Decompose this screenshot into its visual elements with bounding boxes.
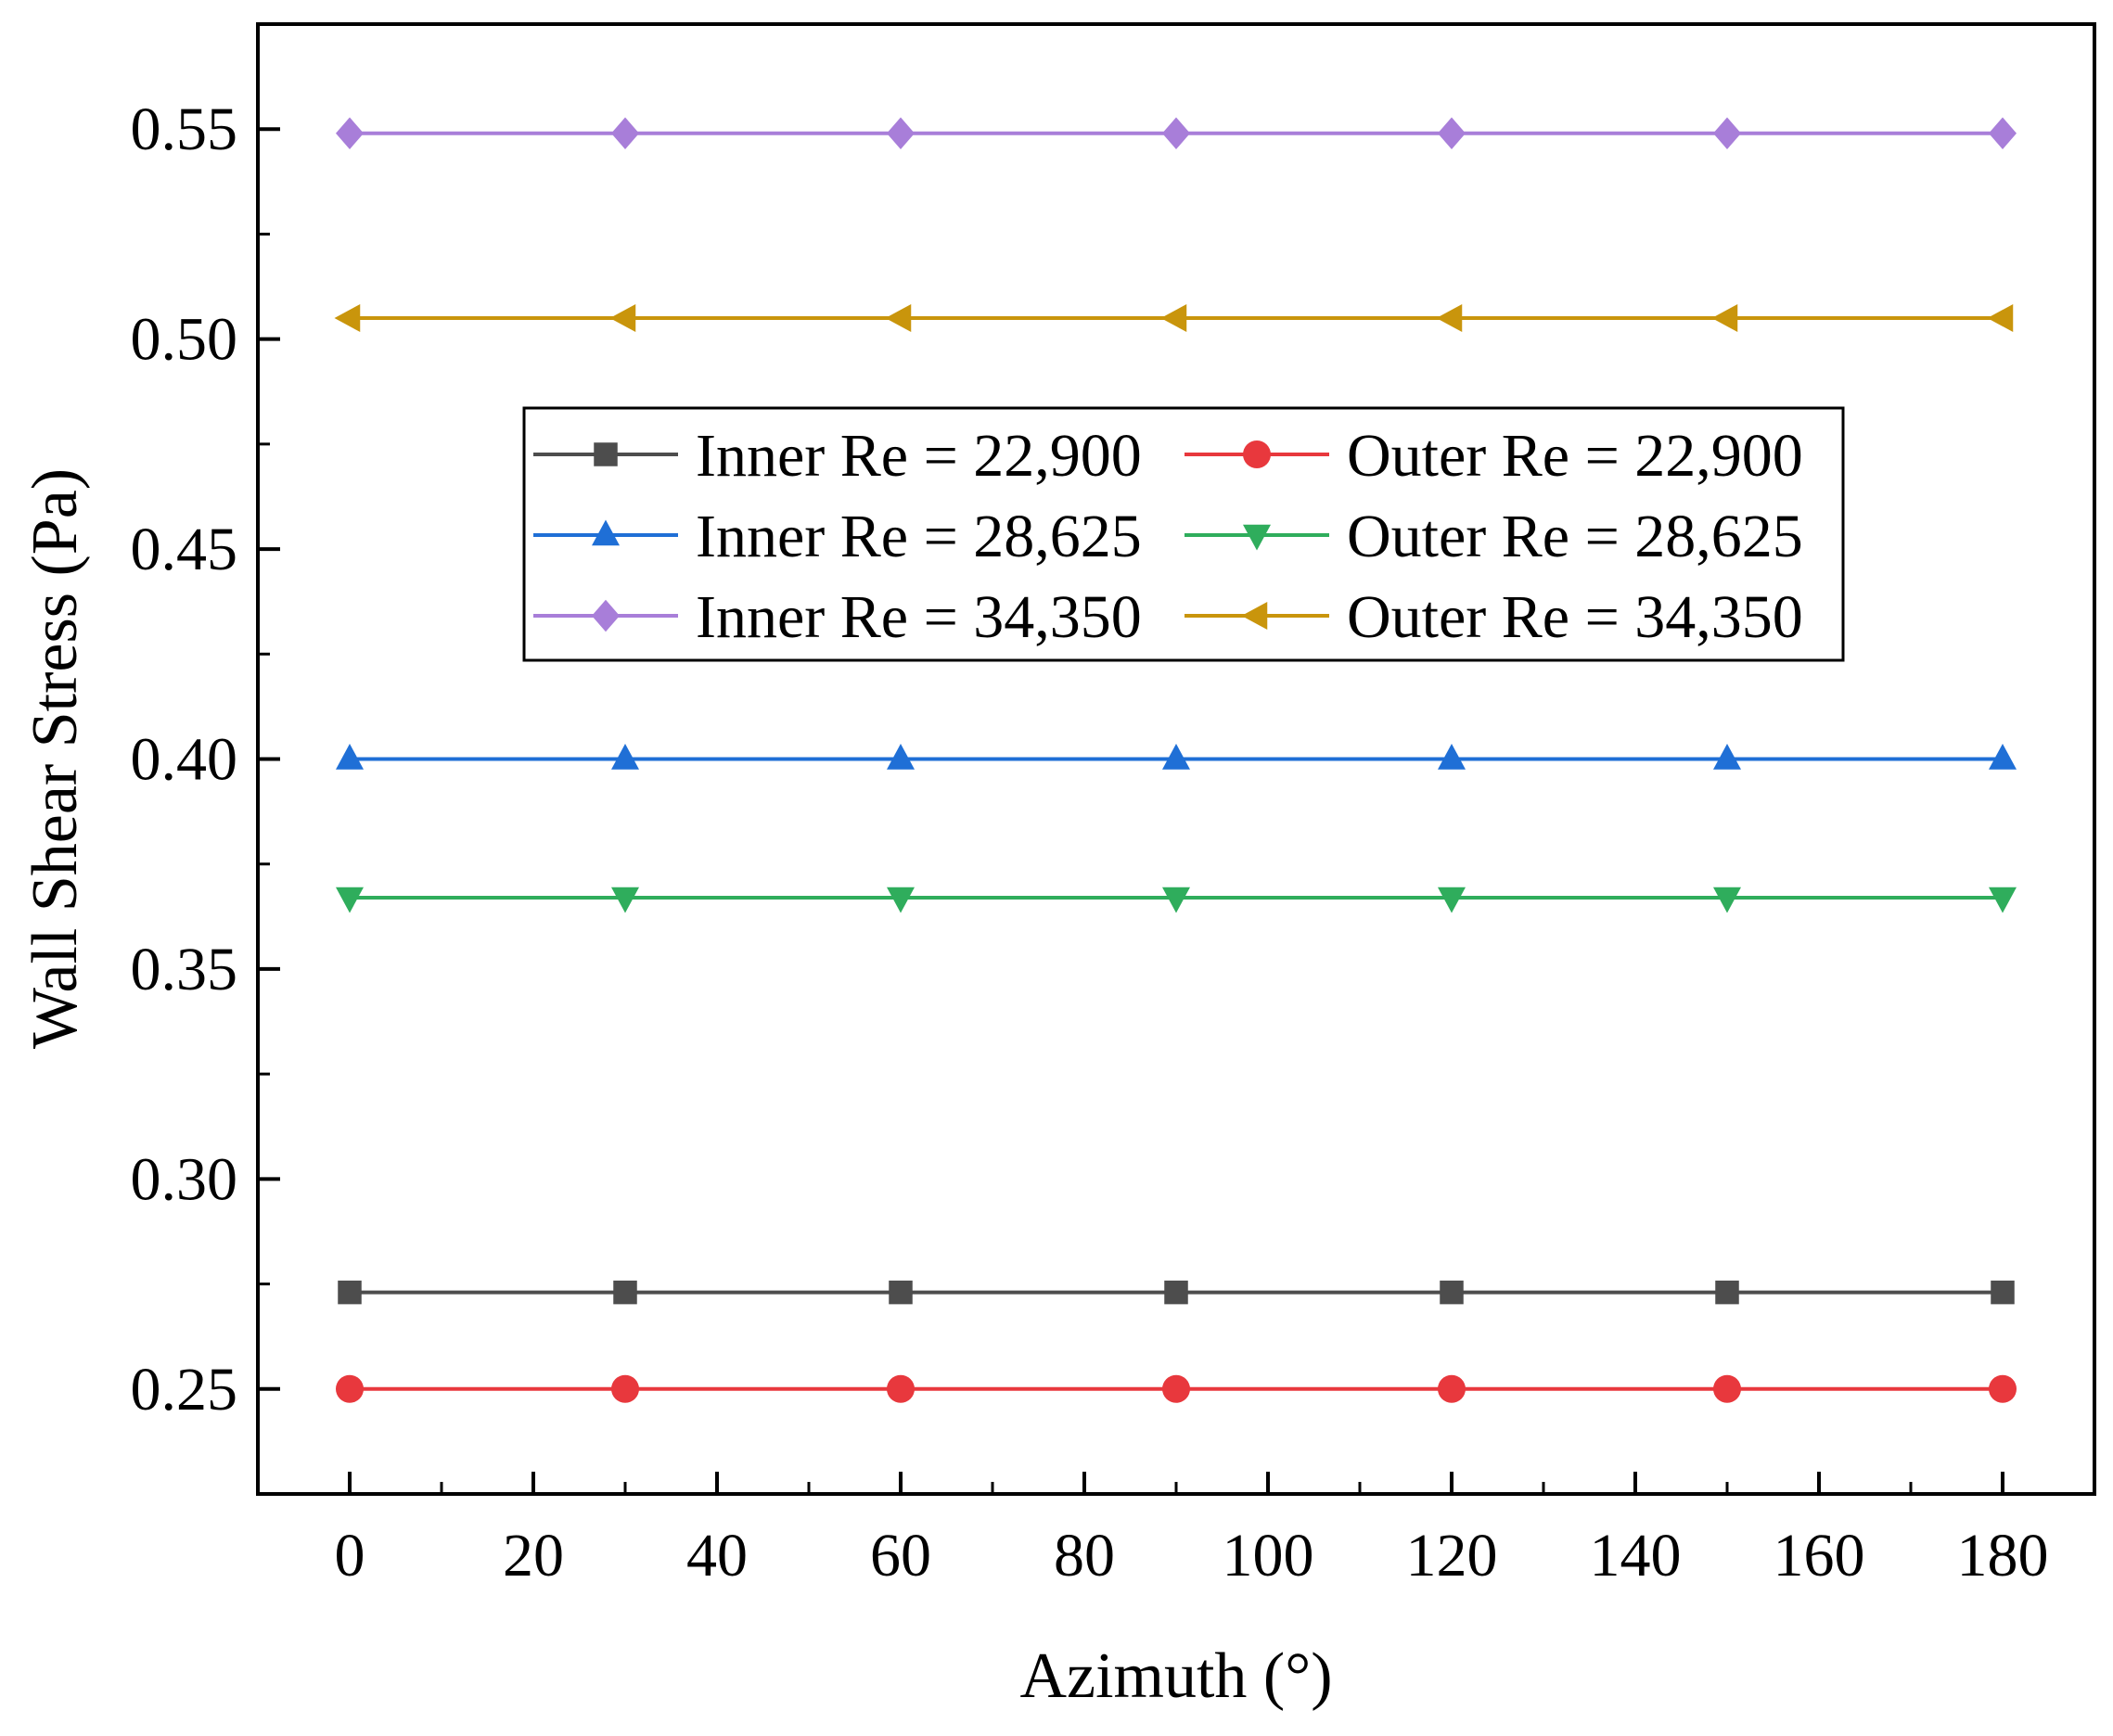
plot-frame [256,22,2096,1496]
legend-marker [594,442,618,466]
data-point [1715,1280,1739,1305]
data-point [1713,887,1741,913]
data-point [1160,304,1187,332]
x-tick-label: 120 [1406,1522,1498,1589]
x-tick-label: 80 [1054,1522,1115,1589]
series-layer [334,117,2017,1403]
legend-label: Outer Re = 34,350 [1347,583,1803,651]
legend-entry-3: Inner Re = 28,625 [533,503,1142,570]
y-tick-label: 0.35 [131,936,238,1003]
data-point [611,1374,639,1403]
legend-marker [592,599,620,632]
y-axis-title: Wall Shear Stress (Pa) [19,468,91,1049]
legend-entry-5: Inner Re = 34,350 [533,583,1142,651]
series-2 [336,1374,2017,1403]
legend-marker [592,519,620,546]
data-point [1438,117,1466,149]
data-point [611,887,639,913]
data-point [1162,744,1190,770]
series-5 [336,117,2017,149]
series-4 [336,887,2017,913]
y-tick-label: 0.40 [131,726,238,794]
y-tick-label: 0.45 [131,516,238,583]
data-point [1438,1374,1466,1403]
data-point [609,304,636,332]
legend-label: Inner Re = 28,625 [696,503,1142,570]
data-point [889,1280,913,1305]
legend-box [522,406,1845,662]
legend-label: Inner Re = 22,900 [696,422,1142,490]
x-tick-label: 140 [1590,1522,1682,1589]
y-tick-label: 0.55 [131,96,238,163]
data-point [1438,887,1466,913]
legend-label: Outer Re = 28,625 [1347,503,1803,570]
data-point [1989,117,2017,149]
legend-entry-2: Outer Re = 22,900 [1185,422,1803,490]
x-tick-label: 0 [335,1522,365,1589]
data-point [613,1280,637,1305]
data-point [336,117,364,149]
y-tick-label: 0.50 [131,306,238,374]
series-6 [334,304,2014,332]
data-point [1989,744,2017,770]
data-point [1989,1374,2017,1403]
data-point [1987,304,2014,332]
x-tick-label: 160 [1774,1522,1865,1589]
data-point [1991,1280,2015,1305]
data-point [1713,744,1741,770]
data-point [1989,887,2017,913]
series-1 [338,1280,2015,1305]
legend-marker [1243,524,1271,551]
data-point [1438,744,1466,770]
x-tick-label: 20 [503,1522,564,1589]
legend-entry-4: Outer Re = 28,625 [1185,503,1803,570]
data-point [1164,1280,1188,1305]
x-tick-labels: 0 20 40 60 80 100 120 140 160 180 [335,1522,2049,1589]
data-point [1440,1280,1464,1305]
data-point [1713,117,1741,149]
series-3 [336,744,2017,770]
data-point [887,744,915,770]
x-tick-label: 60 [870,1522,931,1589]
legend-label: Inner Re = 34,350 [696,583,1142,651]
y-tick-label: 0.25 [131,1356,238,1423]
legend-entry-1: Inner Re = 22,900 [533,422,1142,490]
data-point [1162,117,1190,149]
data-point [887,117,915,149]
legend-marker [1243,440,1271,468]
data-point [1713,1374,1741,1403]
legend-entries: Inner Re = 22,900 Outer Re = 22,900 Inner … [533,422,1803,651]
data-point [336,887,364,913]
data-point [336,1374,364,1403]
data-point [887,887,915,913]
data-point [887,1374,915,1403]
data-point [611,117,639,149]
data-point [1162,887,1190,913]
legend-label: Outer Re = 22,900 [1347,422,1803,490]
data-point [1162,1374,1190,1403]
y-tick-labels: 0.25 0.30 0.35 0.40 0.45 0.50 0.55 [131,96,238,1423]
data-point [885,304,912,332]
data-point [611,744,639,770]
x-tick-label: 40 [686,1522,748,1589]
legend-marker [1241,602,1268,630]
data-point [334,304,361,332]
tick-marks [258,127,2004,1494]
data-point [336,744,364,770]
legend-entry-6: Outer Re = 34,350 [1185,583,1803,651]
data-point [1711,304,1738,332]
x-axis-title: Azimuth (°) [1019,1640,1332,1712]
data-point [1436,304,1463,332]
x-tick-label: 180 [1957,1522,2049,1589]
data-point [338,1280,362,1305]
x-tick-label: 100 [1223,1522,1314,1589]
y-tick-label: 0.30 [131,1145,238,1213]
legend: Inner Re = 22,900 Outer Re = 22,900 Inner … [522,406,1845,662]
